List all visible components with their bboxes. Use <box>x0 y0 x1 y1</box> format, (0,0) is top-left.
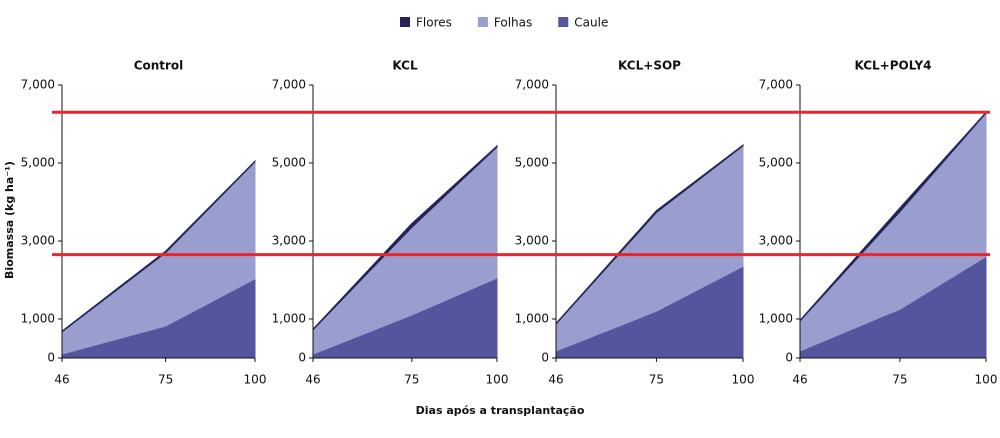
y-tick-label: 3,000 <box>21 234 55 248</box>
x-tick-label: 100 <box>486 373 509 387</box>
x-tick-label: 75 <box>404 373 419 387</box>
panel-title: Control <box>134 59 184 73</box>
y-tick-label: 0 <box>298 351 306 365</box>
legend-swatch <box>558 17 569 27</box>
y-axis-label: Biomassa (kg ha⁻¹) <box>3 161 16 279</box>
y-tick-label: 3,000 <box>515 234 549 248</box>
y-tick-label: 1,000 <box>272 312 306 326</box>
y-tick-label: 5,000 <box>21 156 55 170</box>
legend-swatch <box>477 17 488 27</box>
x-tick-label: 46 <box>548 373 563 387</box>
x-tick-label: 46 <box>54 373 69 387</box>
y-tick-label: 3,000 <box>272 234 306 248</box>
panel-title: KCL+SOP <box>618 59 681 73</box>
y-tick-label: 0 <box>47 351 55 365</box>
y-tick-label: 5,000 <box>272 156 306 170</box>
x-tick-label: 46 <box>305 373 320 387</box>
y-tick-label: 1,000 <box>515 312 549 326</box>
x-tick-label: 75 <box>649 373 664 387</box>
panel-title: KCL <box>392 59 418 73</box>
x-tick-label: 100 <box>975 373 998 387</box>
y-tick-label: 0 <box>785 351 793 365</box>
panel-title: KCL+POLY4 <box>854 59 931 73</box>
x-tick-label: 75 <box>158 373 173 387</box>
x-tick-label: 100 <box>732 373 755 387</box>
x-tick-label: 100 <box>244 373 267 387</box>
y-tick-label: 7,000 <box>272 78 306 92</box>
x-axis-label: Dias após a transplantação <box>416 404 585 417</box>
y-tick-label: 7,000 <box>759 78 793 92</box>
x-tick-label: 75 <box>892 373 907 387</box>
legend-label: Caule <box>574 16 608 30</box>
y-tick-label: 5,000 <box>515 156 549 170</box>
y-tick-label: 3,000 <box>759 234 793 248</box>
y-tick-label: 1,000 <box>21 312 55 326</box>
y-tick-label: 1,000 <box>759 312 793 326</box>
legend-label: Folhas <box>494 16 532 30</box>
y-tick-label: 5,000 <box>759 156 793 170</box>
y-tick-label: 7,000 <box>21 78 55 92</box>
legend-swatch <box>400 17 410 27</box>
y-tick-label: 0 <box>541 351 549 365</box>
legend-label: Flores <box>416 16 452 30</box>
y-tick-label: 7,000 <box>515 78 549 92</box>
x-tick-label: 46 <box>792 373 807 387</box>
